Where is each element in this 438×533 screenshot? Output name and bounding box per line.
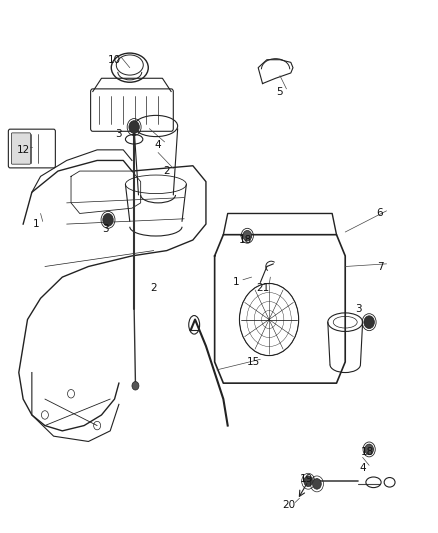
Text: 10: 10	[108, 55, 121, 64]
Text: 7: 7	[377, 262, 383, 271]
Text: 21: 21	[256, 282, 269, 293]
Text: 20: 20	[282, 500, 295, 510]
Text: 18: 18	[238, 235, 252, 245]
Text: 3: 3	[355, 304, 362, 314]
Text: 18: 18	[360, 447, 374, 457]
Text: 19: 19	[300, 474, 313, 483]
Text: 2: 2	[150, 282, 157, 293]
Text: 3: 3	[116, 129, 122, 139]
Text: 12: 12	[17, 145, 30, 155]
Circle shape	[364, 316, 374, 328]
Text: 15: 15	[247, 357, 261, 367]
Circle shape	[365, 444, 374, 455]
FancyBboxPatch shape	[91, 89, 173, 131]
Text: 3: 3	[102, 224, 109, 235]
Circle shape	[313, 479, 321, 489]
Circle shape	[243, 230, 252, 241]
FancyBboxPatch shape	[8, 129, 55, 168]
Circle shape	[103, 214, 113, 226]
Circle shape	[132, 382, 139, 390]
Text: 4: 4	[155, 140, 161, 150]
Text: 1: 1	[33, 219, 39, 229]
Text: 4: 4	[359, 463, 366, 473]
FancyBboxPatch shape	[11, 133, 31, 164]
Text: 1: 1	[233, 277, 240, 287]
Circle shape	[304, 476, 313, 487]
Text: 6: 6	[377, 208, 383, 219]
Text: 2: 2	[163, 166, 170, 176]
Text: 5: 5	[277, 86, 283, 96]
Circle shape	[129, 120, 139, 133]
